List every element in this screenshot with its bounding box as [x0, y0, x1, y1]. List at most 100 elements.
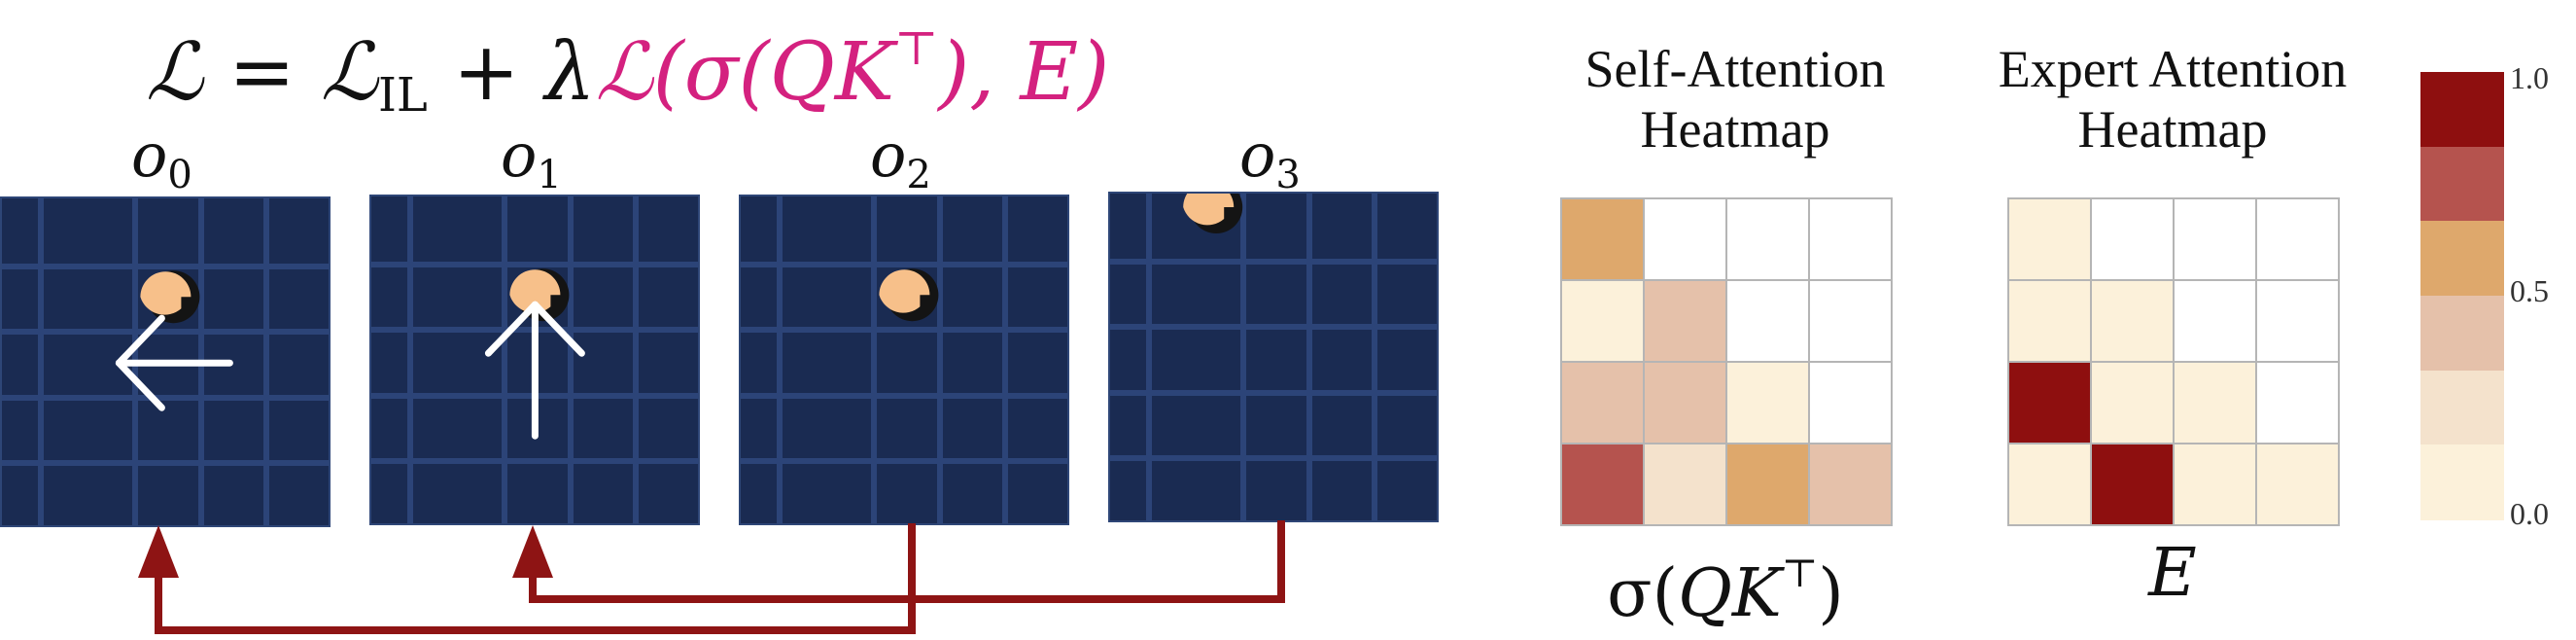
heatmap-cell [1643, 197, 1727, 281]
heatmap-cell [2173, 443, 2257, 526]
heatmap-cell [2090, 279, 2175, 363]
heatmap-cell [1560, 279, 1645, 363]
grid-line [741, 327, 1067, 334]
heatmap-cell [1560, 443, 1645, 526]
heatmap-cell [2173, 279, 2257, 363]
plus-sign: + [427, 26, 545, 119]
obs-label-1: o1 [501, 120, 562, 198]
agent-icon [140, 271, 191, 315]
heatmap-cell [2007, 197, 2092, 281]
loss-symbol: ℒ [146, 26, 204, 119]
grid-line [2, 394, 329, 401]
grid-line [1240, 194, 1247, 520]
heatmap-cell [2090, 361, 2175, 444]
colorbar-segment [2420, 296, 2504, 372]
grid-line [371, 457, 698, 464]
arrow-up-icon [484, 301, 585, 440]
grid-line [741, 457, 1067, 464]
grid-line [262, 198, 269, 525]
grid-line [1001, 196, 1008, 523]
colorbar-segment [2420, 72, 2504, 148]
heatmap-cell [1725, 197, 1810, 281]
colorbar-segment [2420, 444, 2504, 520]
grid-line [1110, 324, 1437, 331]
heatmap-cell [2090, 197, 2175, 281]
agent-icon [879, 269, 930, 313]
expert-attention-title: Expert Attention Heatmap [1998, 40, 2348, 159]
grid-line [1110, 454, 1437, 461]
grid-line [871, 196, 878, 523]
colorbar-tick-min: 0.0 [2510, 496, 2549, 531]
heatmap-cell [1725, 361, 1810, 444]
agent-icon [509, 269, 561, 313]
heatmap-cell [1808, 443, 1893, 526]
grid-line [2, 459, 329, 466]
colorbar-segment [2420, 221, 2504, 297]
heatmap-cell [1643, 361, 1727, 444]
observation-grid-2 [739, 195, 1069, 525]
observation-grid-3 [1108, 192, 1439, 522]
arrow-o2-to-o0 [155, 523, 916, 634]
attention-loss-term: ℒ(σ(QK⊤), E) [595, 21, 1110, 119]
grid-line [38, 198, 45, 525]
agent-layer [115, 270, 233, 411]
heatmap-cell [2255, 197, 2340, 281]
grid-line [777, 196, 783, 523]
heatmap-cell [2255, 279, 2340, 363]
grid-line [1371, 194, 1377, 520]
heatmap-cell [2173, 361, 2257, 444]
obs-label-2: o2 [870, 120, 931, 198]
grid-line [371, 262, 698, 268]
heatmap-cell [1643, 443, 1727, 526]
heatmap-cell [1725, 279, 1810, 363]
heatmap-cell [1560, 197, 1645, 281]
arrow-o3-to-o1 [529, 520, 1285, 603]
obs-label-0: o0 [131, 120, 192, 198]
heatmap-cell [1808, 279, 1893, 363]
grid-line [741, 262, 1067, 268]
expert-attention-caption: E [2148, 535, 2197, 612]
grid-line [2, 329, 329, 336]
loss-equation: ℒ = ℒIL + λℒ(σ(QK⊤), E) [146, 2, 1109, 123]
grid-line [407, 196, 414, 523]
grid-line [2, 264, 329, 270]
observation-grid-0 [0, 196, 331, 527]
grid-line [936, 196, 943, 523]
heatmap-cell [2255, 443, 2340, 526]
heatmap-cell [2255, 361, 2340, 444]
grid-line [741, 392, 1067, 399]
grid-line [1146, 194, 1153, 520]
heatmap-cell [2007, 443, 2092, 526]
heatmap-cell [2007, 361, 2092, 444]
self-attention-caption: σ(QK⊤) [1607, 551, 1844, 632]
heatmap-cell [1560, 361, 1645, 444]
grid-line [502, 196, 508, 523]
expert-attention-heatmap [2007, 197, 2340, 526]
grid-line [632, 196, 639, 523]
arrow-left-icon [115, 314, 233, 411]
lambda-symbol: λ [544, 26, 596, 119]
heatmap-cell [1725, 443, 1810, 526]
self-attention-heatmap [1560, 197, 1893, 526]
observation-grid-1 [369, 195, 700, 525]
equals-sign: = [203, 26, 321, 119]
agent-layer [1183, 194, 1243, 233]
colorbar-tick-max: 1.0 [2510, 60, 2549, 95]
colorbar-segment [2420, 370, 2504, 446]
grid-line [1305, 194, 1312, 520]
grid-line [1110, 389, 1437, 396]
heatmap-cell [2007, 279, 2092, 363]
agent-icon [1183, 194, 1235, 226]
obs-label-3: o3 [1239, 120, 1301, 198]
il-loss-symbol: ℒ [320, 26, 378, 119]
agent-layer [484, 268, 585, 440]
grid-line [1110, 259, 1437, 266]
heatmap-cell [1808, 361, 1893, 444]
colorbar-segment [2420, 146, 2504, 223]
agent-layer [879, 268, 939, 322]
heatmap-cell [2173, 197, 2257, 281]
arrowhead-o1 [512, 525, 553, 578]
heatmap-cell [1643, 279, 1727, 363]
heatmap-cell [2090, 443, 2175, 526]
